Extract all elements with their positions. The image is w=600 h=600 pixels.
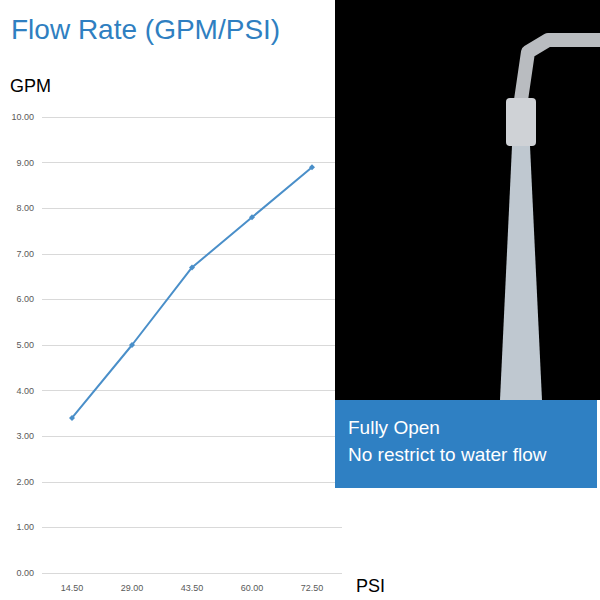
svg-text:GPM: GPM: [10, 76, 51, 96]
svg-text:1.00: 1.00: [16, 522, 34, 532]
svg-text:6.00: 6.00: [16, 294, 34, 304]
svg-text:72.50: 72.50: [301, 583, 324, 593]
svg-text:2.00: 2.00: [16, 477, 34, 487]
svg-text:9.00: 9.00: [16, 158, 34, 168]
svg-text:Flow Rate (GPM/PSI): Flow Rate (GPM/PSI): [11, 14, 280, 45]
svg-text:43.50: 43.50: [181, 583, 204, 593]
svg-text:5.00: 5.00: [16, 340, 34, 350]
svg-text:10.00: 10.00: [11, 112, 34, 122]
svg-text:4.00: 4.00: [16, 386, 34, 396]
svg-text:29.00: 29.00: [121, 583, 144, 593]
svg-text:0.00: 0.00: [16, 568, 34, 578]
svg-text:PSI: PSI: [356, 576, 385, 596]
svg-text:No restrict to water flow: No restrict to water flow: [348, 444, 547, 465]
svg-text:Fully Open: Fully Open: [348, 417, 440, 438]
svg-text:8.00: 8.00: [16, 203, 34, 213]
svg-text:3.00: 3.00: [16, 431, 34, 441]
svg-text:7.00: 7.00: [16, 249, 34, 259]
svg-text:14.50: 14.50: [61, 583, 84, 593]
svg-text:60.00: 60.00: [241, 583, 264, 593]
